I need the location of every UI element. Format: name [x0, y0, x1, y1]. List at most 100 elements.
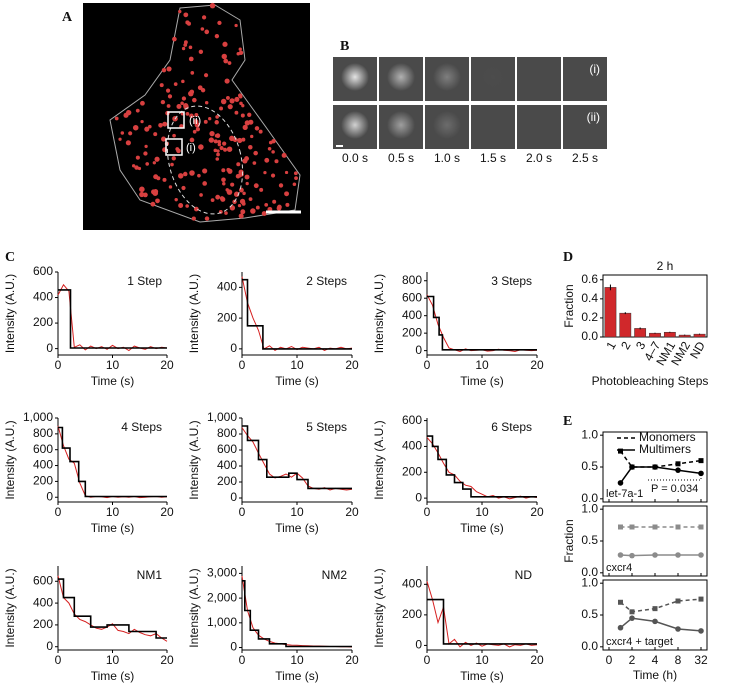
- x-tick-label: 2: [629, 653, 636, 667]
- spot: [221, 168, 226, 173]
- spot: [245, 181, 249, 186]
- spot: [239, 101, 243, 106]
- x-tick-label: 20: [345, 653, 359, 667]
- chart-title: 4 Steps: [121, 420, 162, 434]
- legend-label: Multimers: [639, 442, 691, 456]
- spot: [189, 137, 195, 143]
- marker: [675, 524, 681, 530]
- spot: [224, 78, 230, 84]
- chart-title: ND: [515, 568, 533, 582]
- y-tick-label: 1,000: [207, 615, 237, 629]
- bar: [619, 312, 632, 338]
- spot: [294, 176, 298, 181]
- spot: [188, 90, 194, 97]
- spot: [118, 137, 122, 141]
- bar: [604, 287, 617, 338]
- spot: [240, 209, 246, 215]
- spot: [144, 144, 148, 149]
- spot: [281, 152, 287, 158]
- y-tick-label: 0.5: [581, 607, 598, 621]
- panel-label: E: [563, 414, 572, 429]
- y-tick-label: 1,000: [207, 410, 237, 424]
- spot: [238, 213, 244, 219]
- x-tick-label: 10: [290, 358, 304, 372]
- spot: [189, 170, 195, 176]
- fluorescent-spot: [341, 111, 369, 139]
- marker: [629, 552, 635, 559]
- spot: [174, 197, 178, 202]
- spot: [270, 173, 276, 178]
- micrograph: (ii) (i): [83, 2, 310, 230]
- spot: [219, 145, 224, 151]
- spot: [150, 201, 156, 207]
- spot: [147, 124, 152, 129]
- spot: [171, 156, 176, 161]
- spot: [181, 46, 186, 51]
- spot: [176, 148, 181, 154]
- spot: [214, 120, 219, 125]
- spot: [234, 110, 239, 115]
- x-tick-label: 0: [606, 653, 613, 667]
- x-tick-label: ND: [687, 339, 708, 361]
- panel-label: D: [563, 250, 573, 265]
- marker: [698, 552, 704, 558]
- panel-label: A: [62, 10, 73, 25]
- spot: [241, 104, 245, 108]
- spot: [204, 29, 210, 35]
- spot: [237, 204, 242, 208]
- spot: [213, 148, 218, 153]
- spot: [214, 33, 220, 39]
- chart-title: 5 Steps: [306, 420, 347, 434]
- x-tick-label: 10: [106, 505, 120, 519]
- spot: [143, 151, 148, 156]
- spot: [221, 53, 227, 60]
- spot: [200, 87, 206, 93]
- y-tick-label: 0: [230, 341, 237, 355]
- y-tick-label: 0: [230, 640, 237, 654]
- marker: [698, 628, 704, 634]
- x-tick-label: 0: [239, 505, 246, 519]
- image-series: (i) (ii) 0.0 s 0.5 s 1.0 s 1.5 s 2.0 s 2.5 s: [333, 57, 607, 165]
- spot: [236, 162, 241, 167]
- chart-title: 3 Steps: [491, 274, 532, 288]
- spot: [274, 159, 279, 164]
- spot: [225, 95, 230, 100]
- spot: [125, 140, 131, 146]
- spot: [197, 173, 201, 178]
- spot: [140, 119, 144, 124]
- spot: [195, 127, 201, 132]
- bar: [663, 331, 676, 338]
- spot: [232, 137, 238, 143]
- y-tick-label: 0: [415, 638, 422, 652]
- y-tick-label: 200: [33, 315, 53, 329]
- spot: [240, 113, 245, 118]
- marker: [617, 480, 624, 486]
- spot: [178, 202, 184, 208]
- x-tick-label: 10: [475, 358, 489, 372]
- image-tile: [563, 105, 607, 149]
- spot: [152, 161, 156, 165]
- spot: [186, 21, 191, 26]
- spot: [242, 191, 246, 196]
- spot: [192, 97, 197, 103]
- image-tile: [517, 57, 561, 101]
- spot: [185, 112, 190, 116]
- spot: [264, 202, 269, 207]
- y-tick-label: 0: [415, 343, 422, 357]
- spot: [226, 167, 231, 172]
- y-tick-label: 200: [402, 607, 422, 621]
- spot: [276, 205, 282, 211]
- y-tick-label: 800: [402, 273, 422, 287]
- spot: [165, 88, 171, 93]
- spot: [114, 116, 119, 121]
- fluorescent-spot: [479, 63, 507, 91]
- spot: [284, 170, 289, 175]
- image-tile: [563, 57, 607, 101]
- spot: [267, 147, 272, 151]
- spot: [230, 182, 235, 187]
- y-tick-label: 400: [402, 308, 422, 322]
- panel-label: let-7a-1: [606, 488, 643, 500]
- x-tick-label: 20: [160, 505, 174, 519]
- spot: [222, 181, 226, 186]
